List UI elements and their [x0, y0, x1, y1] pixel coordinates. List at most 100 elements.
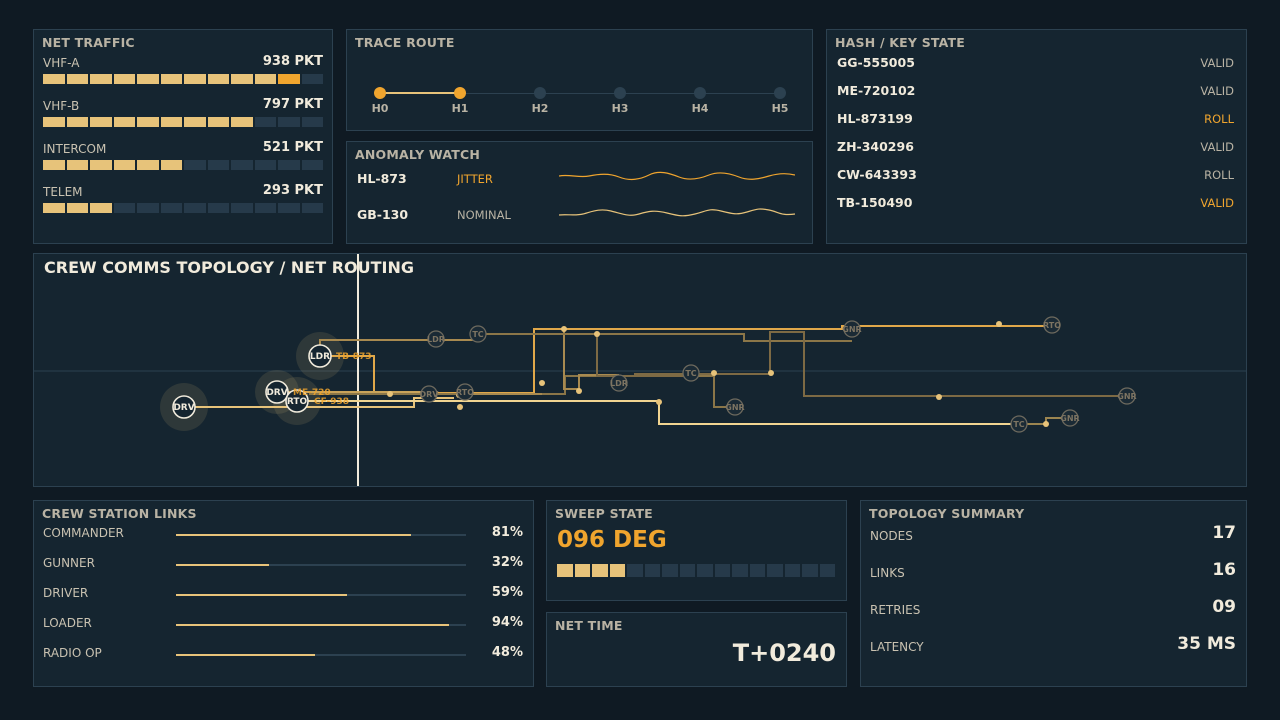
- net-traffic-segment: [278, 203, 300, 213]
- hash-key-id-5: TB-150490: [837, 195, 913, 210]
- sweep-segment: [557, 564, 573, 577]
- net-traffic-segment: [184, 117, 206, 127]
- hash-key-id-4: CW-643393: [837, 167, 917, 182]
- hash-key-state-4: ROLL: [1204, 168, 1234, 182]
- topology-summary-title: TOPOLOGY SUMMARY: [869, 506, 1025, 521]
- trace-hop-dot-5[interactable]: [774, 87, 786, 99]
- sweep-segment: [714, 564, 730, 577]
- net-traffic-segment: [231, 160, 253, 170]
- trace-hop-label-0: H0: [371, 102, 389, 115]
- net-traffic-segment: [137, 117, 159, 127]
- net-traffic-segment: [254, 117, 276, 127]
- net-traffic-label-3: TELEM: [43, 185, 83, 199]
- trace-hop-dot-4[interactable]: [694, 87, 706, 99]
- net-traffic-segment: [254, 160, 276, 170]
- svg-text:DRV: DRV: [420, 390, 440, 399]
- crew-link-value-4: 48%: [491, 645, 523, 660]
- net-traffic-value-2: 521 PKT: [262, 140, 323, 155]
- topo-node-rto-primary[interactable]: RTO: [285, 389, 309, 413]
- topo-node-gnr-3: GNR: [1117, 387, 1137, 405]
- sweep-segment: [679, 564, 695, 577]
- sweep-segment: [732, 564, 748, 577]
- net-traffic-segment: [43, 203, 65, 213]
- net-traffic-segment: [278, 74, 300, 84]
- net-traffic-segment: [160, 203, 182, 213]
- anomaly-watch-title: ANOMALY WATCH: [355, 147, 480, 162]
- trace-route-line: [380, 93, 780, 94]
- net-traffic-segment: [301, 160, 323, 170]
- trace-route-title: TRACE ROUTE: [355, 35, 455, 50]
- crew-link-label-2: DRIVER: [43, 586, 89, 600]
- net-traffic-segment: [254, 74, 276, 84]
- topo-node-rto-2: RTO: [1043, 316, 1061, 334]
- crew-link-value-2: 59%: [491, 585, 523, 600]
- crew-link-fill-3: [176, 624, 449, 626]
- trace-hop-label-3: H3: [611, 102, 629, 115]
- sweep-segment: [767, 564, 783, 577]
- net-time-value: T+0240: [732, 639, 836, 667]
- net-traffic-segment: [231, 203, 253, 213]
- net-traffic-segment: [90, 74, 112, 84]
- net-traffic-value-0: 938 PKT: [262, 54, 323, 69]
- topo-node-drv-2[interactable]: DRV: [265, 380, 289, 404]
- topology-summary-panel: TOPOLOGY SUMMARY NODES 17 LINKS 16 RETRIES 09…: [860, 500, 1247, 687]
- crew-link-value-0: 81%: [491, 525, 523, 540]
- net-traffic-value-1: 797 PKT: [262, 97, 323, 112]
- net-traffic-segment: [90, 203, 112, 213]
- net-traffic-segment: [137, 203, 159, 213]
- trace-hop-dot-1[interactable]: [454, 87, 466, 99]
- sweep-segment: [662, 564, 678, 577]
- net-traffic-segment: [66, 74, 88, 84]
- trace-hop-dot-2[interactable]: [534, 87, 546, 99]
- net-traffic-segment: [66, 203, 88, 213]
- svg-text:GNR: GNR: [1117, 392, 1136, 401]
- trace-hop-dot-0[interactable]: [374, 87, 386, 99]
- net-traffic-segment: [160, 117, 182, 127]
- net-traffic-segment: [207, 160, 229, 170]
- crew-link-fill-2: [176, 594, 347, 596]
- net-traffic-panel: NET TRAFFIC VHF-A 938 PKT VHF-B 797 PKT INTE…: [33, 29, 333, 244]
- sweep-value: 096 DEG: [557, 527, 667, 553]
- trace-hop-dot-3[interactable]: [614, 87, 626, 99]
- net-traffic-segment: [66, 117, 88, 127]
- net-traffic-segment: [301, 74, 323, 84]
- net-traffic-segment: [137, 160, 159, 170]
- net-traffic-label-1: VHF-B: [43, 99, 80, 113]
- net-traffic-segment: [90, 117, 112, 127]
- net-traffic-segment: [113, 160, 135, 170]
- net-traffic-segment: [184, 74, 206, 84]
- hash-key-state-3: VALID: [1200, 140, 1234, 154]
- topo-node-gnr-4: GNR: [1060, 409, 1080, 427]
- topo-node-tc-2: TC: [682, 364, 700, 382]
- net-traffic-segment: [207, 117, 229, 127]
- net-traffic-segment: [43, 74, 65, 84]
- summary-value-3: 35 MS: [1177, 634, 1236, 654]
- net-traffic-segment: [113, 74, 135, 84]
- net-traffic-segment: [184, 203, 206, 213]
- crew-link-value-1: 32%: [491, 555, 523, 570]
- topo-node-drv-primary[interactable]: DRV: [172, 395, 196, 419]
- svg-text:TC: TC: [472, 330, 483, 339]
- crew-links-panel: CREW STATION LINKS COMMANDER 81% GUNNER 32%…: [33, 500, 534, 687]
- sweep-segment: [592, 564, 608, 577]
- sweep-segment: [784, 564, 800, 577]
- svg-text:DRV: DRV: [173, 403, 194, 413]
- svg-text:LDR: LDR: [610, 379, 628, 388]
- net-traffic-segment: [301, 203, 323, 213]
- summary-value-1: 16: [1212, 560, 1236, 580]
- net-traffic-segment: [160, 160, 182, 170]
- svg-text:RTO: RTO: [287, 397, 308, 407]
- crew-link-track-4: [176, 654, 466, 656]
- crew-link-track-1: [176, 564, 466, 566]
- svg-text:TC: TC: [1013, 420, 1024, 429]
- topo-node-ldr-primary[interactable]: LDR: [308, 344, 332, 368]
- crew-link-label-4: RADIO OP: [43, 646, 102, 660]
- crew-link-fill-1: [176, 564, 269, 566]
- anomaly-id-1: GB-130: [357, 207, 409, 222]
- svg-text:TC: TC: [685, 369, 696, 378]
- net-traffic-title: NET TRAFFIC: [42, 35, 135, 50]
- summary-label-2: RETRIES: [870, 603, 921, 617]
- svg-text:DRV: DRV: [266, 388, 287, 398]
- sweep-segment: [644, 564, 660, 577]
- crew-link-label-0: COMMANDER: [43, 526, 124, 540]
